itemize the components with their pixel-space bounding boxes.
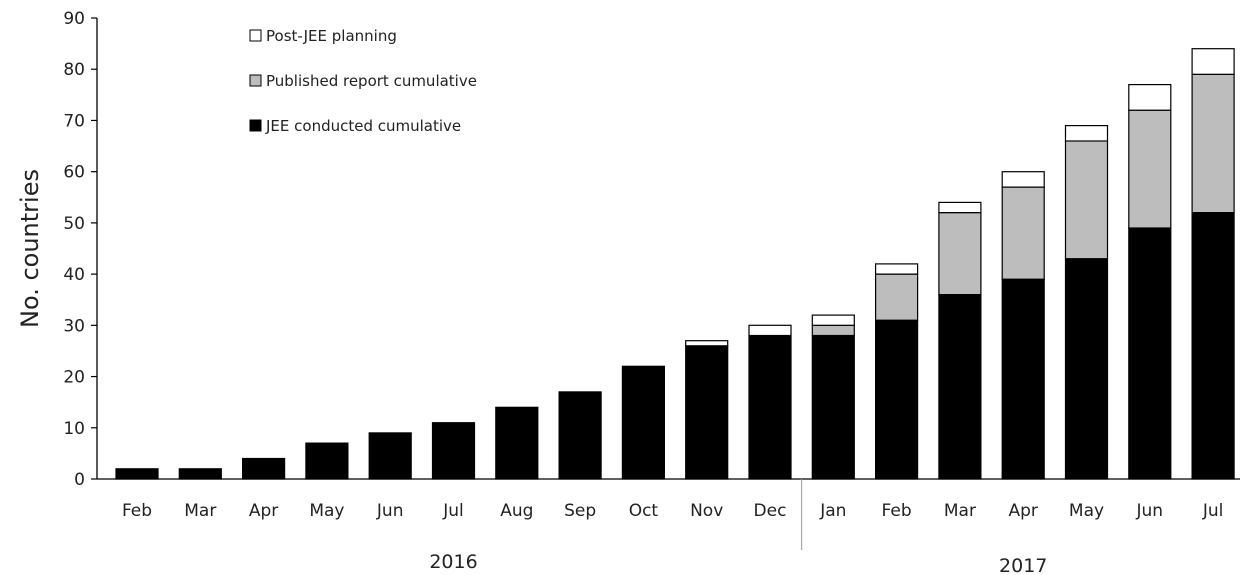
- bar-segment-post-jee-planning: [874, 263, 919, 275]
- bar-segment-jee-conducted: [1001, 278, 1045, 480]
- y-axis-title: No. countries: [16, 169, 44, 328]
- legend-label: Post-JEE planning: [266, 27, 397, 45]
- x-tick-label: Sep: [564, 501, 596, 521]
- y-tick-label: 80: [63, 60, 85, 80]
- x-tick-label: Apr: [249, 501, 278, 521]
- bar-segment-jee-conducted: [621, 365, 666, 480]
- x-tick-label: Dec: [754, 501, 787, 521]
- year-label: 2017: [999, 555, 1047, 575]
- bars-group: [115, 48, 1235, 480]
- bar-segment-jee-conducted: [685, 345, 729, 480]
- x-tick-label: Feb: [882, 501, 912, 521]
- bar-segment-jee-conducted: [874, 319, 919, 480]
- bar-segment-post-jee-planning: [748, 324, 792, 337]
- y-tick-label: 20: [63, 368, 85, 388]
- bar-segment-jee-conducted: [1128, 227, 1172, 480]
- bar-segment-jee-conducted: [431, 422, 476, 480]
- bar-segment-jee-conducted: [368, 432, 412, 480]
- y-tick-label: 90: [63, 9, 85, 29]
- bar-segment-post-jee-planning: [938, 201, 982, 214]
- x-tick-label: Jul: [1202, 501, 1224, 521]
- bar-segment-post-jee-planning: [685, 340, 729, 347]
- bar-segment-jee-conducted: [938, 294, 982, 480]
- y-tick-label: 70: [63, 111, 85, 131]
- y-tick-label: 40: [63, 265, 85, 285]
- legend-swatch: [249, 74, 262, 87]
- year-label: 2016: [429, 551, 477, 573]
- bar-segment-published-report: [811, 324, 855, 337]
- legend: Post-JEE planning Published report cumula…: [249, 27, 477, 135]
- legend-swatch: [249, 119, 262, 132]
- bar-segment-jee-conducted: [178, 468, 222, 480]
- x-tick-label: Aug: [500, 501, 533, 521]
- axes-group: 0 10 20 30 40 50 60 70 80 90 Feb Mar Apr May Jun Jul Aug…: [16, 9, 1240, 575]
- bar-segment-post-jee-planning: [1001, 171, 1045, 188]
- bar-segment-jee-conducted: [558, 391, 602, 480]
- bar-segment-published-report: [1064, 140, 1109, 260]
- bar-segment-published-report: [1001, 186, 1045, 280]
- bar-segment-post-jee-planning: [1128, 83, 1172, 111]
- bar-segment-post-jee-planning: [1064, 124, 1109, 142]
- bar-segment-jee-conducted: [1064, 258, 1109, 480]
- x-tick-label: Jun: [376, 501, 404, 521]
- bar-segment-jee-conducted: [495, 406, 539, 480]
- y-tick-label: 60: [63, 163, 85, 183]
- bar-segment-post-jee-planning: [1191, 48, 1235, 75]
- bar-segment-published-report: [938, 212, 982, 296]
- bar-segment-jee-conducted: [242, 457, 286, 480]
- x-tick-label: Mar: [184, 501, 216, 521]
- bar-segment-jee-conducted: [1191, 212, 1235, 480]
- bar-segment-published-report: [1191, 73, 1235, 214]
- x-tick-label: Jun: [1136, 501, 1164, 521]
- x-tick-label: Oct: [629, 501, 659, 521]
- x-tick-label: Apr: [1008, 501, 1037, 521]
- x-tick-label: Mar: [944, 501, 976, 521]
- x-tick-label: Jan: [819, 501, 846, 521]
- x-tick-label: Feb: [122, 501, 152, 521]
- x-tick-label: Jul: [442, 501, 464, 521]
- y-tick-label: 0: [74, 470, 85, 490]
- bar-segment-published-report: [1128, 109, 1172, 229]
- y-tick-label: 50: [63, 214, 85, 234]
- y-tick-label: 30: [63, 316, 85, 336]
- x-tick-label: Nov: [690, 501, 723, 521]
- x-tick-label: May: [1069, 501, 1104, 521]
- bar-segment-published-report: [874, 273, 919, 321]
- bar-segment-jee-conducted: [748, 335, 792, 480]
- legend-label: Published report cumulative: [266, 72, 477, 90]
- legend-label: JEE conducted cumulative: [265, 117, 461, 135]
- y-tick-label: 10: [63, 419, 85, 439]
- x-tick-label: May: [309, 501, 344, 521]
- bar-segment-post-jee-planning: [811, 314, 855, 326]
- legend-swatch: [249, 29, 262, 42]
- bar-segment-jee-conducted: [115, 468, 159, 480]
- bar-segment-jee-conducted: [305, 442, 349, 480]
- bar-segment-jee-conducted: [811, 335, 855, 480]
